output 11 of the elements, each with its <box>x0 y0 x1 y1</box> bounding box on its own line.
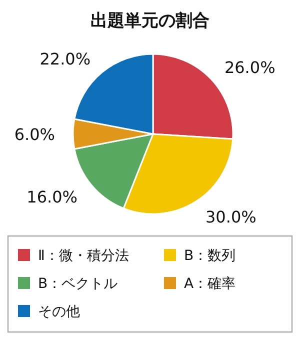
legend-label: その他 <box>38 304 80 320</box>
data-label: 16.0% <box>26 187 78 206</box>
legend-label: A：確率 <box>184 276 236 292</box>
chart-title: 出題単元の割合 <box>90 11 210 31</box>
legend-label: B：数列 <box>184 248 236 264</box>
data-label: 30.0% <box>206 208 256 227</box>
legend-label: Ⅱ：微・積分法 <box>38 248 129 264</box>
data-label: 22.0% <box>40 49 91 68</box>
data-label: 26.0% <box>224 58 276 77</box>
legend-label: B：ベクトル <box>38 276 118 292</box>
data-label: 6.0% <box>14 125 55 144</box>
